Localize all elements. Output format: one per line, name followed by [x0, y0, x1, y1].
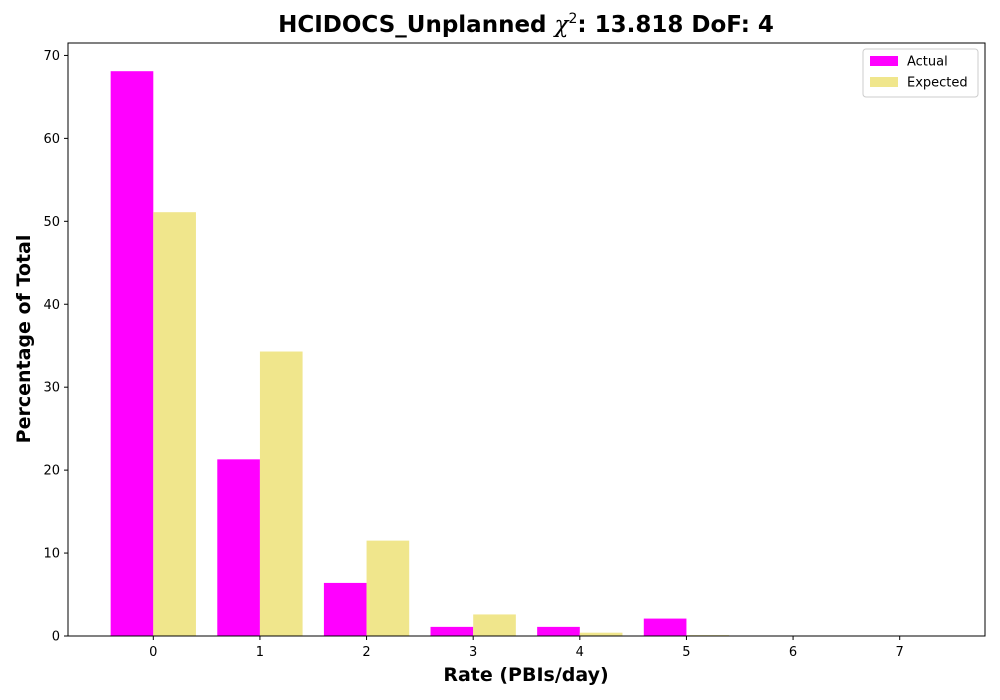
plot-frame [67, 42, 986, 637]
bar-expected-1 [259, 351, 303, 636]
legend: Actual Expected [862, 48, 979, 98]
bar-actual-5 [643, 618, 687, 636]
legend-label-actual: Actual [907, 55, 948, 70]
x-tick-label: 1 [256, 645, 264, 660]
x-tick-label: 4 [576, 645, 584, 660]
y-tick-label: 10 [43, 547, 60, 562]
y-tick-label: 70 [43, 49, 60, 64]
y-axis-label: Percentage of Total [13, 235, 35, 444]
legend-swatch-expected [870, 77, 898, 87]
bar-expected-2 [366, 540, 410, 636]
bar-actual-1 [217, 459, 260, 636]
y-tick-label: 40 [43, 298, 60, 313]
legend-swatch-actual [870, 56, 898, 66]
x-tick-label: 5 [682, 645, 690, 660]
bar-expected-4 [579, 632, 623, 636]
x-axis-label: Rate (PBIs/day) [443, 664, 608, 686]
x-tick-label: 0 [149, 645, 157, 660]
bar-expected-0 [153, 212, 196, 636]
y-tick-label: 0 [52, 630, 60, 645]
x-tick-label: 6 [789, 645, 797, 660]
bar-actual-0 [110, 71, 154, 636]
bar-actual-3 [430, 626, 474, 636]
y-tick-label: 60 [43, 132, 60, 147]
bar-actual-4 [537, 626, 580, 636]
bar-actual-2 [323, 582, 367, 636]
x-tick-label: 7 [896, 645, 904, 660]
axes-group: 0 10 20 30 40 50 60 70 0 1 2 3 4 5 6 7 [43, 42, 986, 660]
legend-label-expected: Expected [907, 76, 968, 91]
chart-title: HCIDOCS_Unplanned χ2: 13.818 DoF: 4 [278, 11, 774, 38]
bar-expected-3 [473, 614, 516, 636]
x-tick-label: 2 [362, 645, 370, 660]
x-tick-label: 3 [469, 645, 477, 660]
y-tick-label: 30 [43, 381, 60, 396]
bars-group [110, 71, 730, 636]
y-tick-label: 20 [43, 464, 60, 479]
y-tick-label: 50 [43, 215, 60, 230]
